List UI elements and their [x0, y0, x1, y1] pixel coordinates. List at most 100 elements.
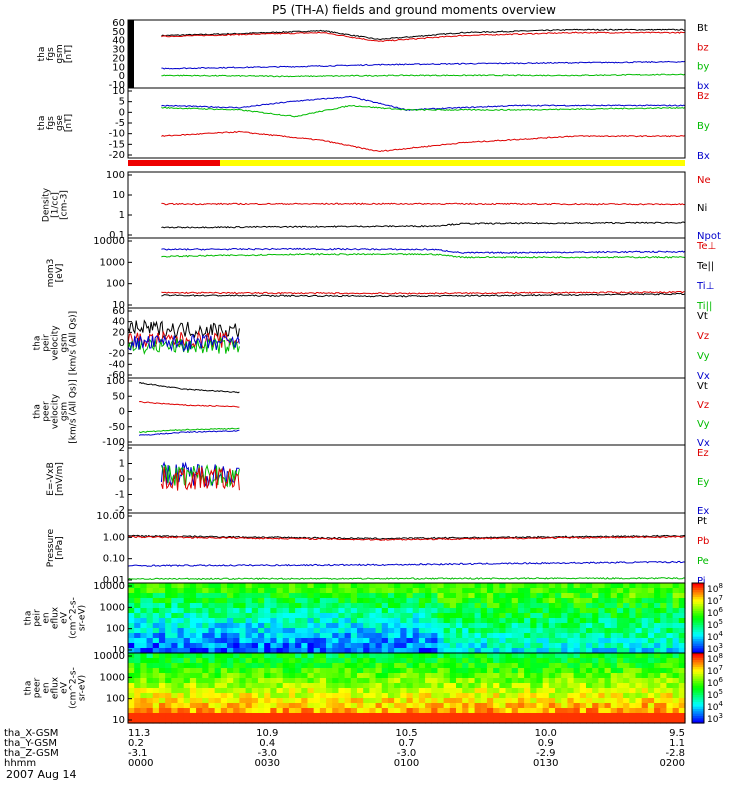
heatmap-cell [128, 638, 135, 644]
heatmap-cell [418, 628, 426, 634]
heatmap-cell [425, 703, 432, 709]
series-line-Vz [139, 400, 240, 408]
heatmap-cell [468, 668, 476, 674]
series-line-Pt [127, 534, 686, 540]
heatmap-cell [332, 593, 340, 599]
heatmap-cell [363, 658, 370, 664]
heatmap-cell [654, 673, 661, 679]
heatmap-cell [338, 618, 346, 624]
heatmap-cell [282, 648, 290, 654]
heatmap-cell [530, 703, 538, 709]
heatmap-cell [356, 698, 364, 704]
heatmap-cell [406, 688, 414, 694]
heatmap-cell [177, 688, 185, 694]
heatmap-cell [251, 658, 259, 664]
heatmap-cell [319, 613, 327, 619]
heatmap-cell [295, 708, 302, 714]
heatmap-cell [202, 598, 210, 604]
heatmap-cell [183, 593, 191, 599]
heatmap-cell [462, 713, 469, 719]
heatmap-cell [406, 603, 414, 609]
heatmap-cell [555, 668, 562, 674]
heatmap-cell [400, 653, 408, 659]
heatmap-cell [635, 598, 643, 604]
heatmap-cell [456, 598, 463, 604]
heatmap-cell [493, 683, 500, 689]
heatmap-cell [189, 593, 197, 599]
heatmap-cell [319, 608, 327, 614]
colorbar-segment [692, 669, 704, 673]
heatmap-cell [332, 653, 340, 659]
heatmap-cell [214, 703, 222, 709]
heatmap-cell [579, 708, 587, 714]
heatmap-cell [561, 598, 569, 604]
heatmap-cell [468, 633, 476, 639]
heatmap-cell [264, 628, 271, 634]
heatmap-cell [301, 648, 309, 654]
heatmap-cell [616, 703, 624, 709]
heatmap-cell [449, 633, 457, 639]
heatmap-cell [672, 698, 680, 704]
heatmap-cell [579, 608, 587, 614]
heatmap-cell [183, 623, 191, 629]
heatmap-cell [480, 638, 488, 644]
heatmap-cell [456, 683, 463, 689]
heatmap-cell [177, 673, 185, 679]
colorbar-label: 103 [707, 642, 723, 655]
heatmap-cell [165, 628, 172, 634]
heatmap-cell [567, 678, 575, 684]
heatmap-cell [480, 643, 488, 649]
heatmap-cell [437, 698, 445, 704]
heatmap-cell [128, 673, 135, 679]
heatmap-cell [493, 588, 500, 594]
heatmap-cell [425, 663, 432, 669]
heatmap-cell [412, 638, 420, 644]
heatmap-cell [171, 708, 179, 714]
heatmap-cell [517, 588, 525, 594]
heatmap-cell [239, 678, 247, 684]
y-axis-label-line: [nT] [64, 114, 74, 132]
heatmap-cell [326, 608, 333, 614]
heatmap-cell [282, 633, 290, 639]
heatmap-cell [542, 608, 550, 614]
heatmap-cell [356, 658, 364, 664]
heatmap-cell [239, 618, 247, 624]
heatmap-cell [517, 718, 525, 724]
heatmap-cell [319, 643, 327, 649]
heatmap-cell [598, 628, 606, 634]
heatmap-cell [251, 693, 259, 699]
heatmap-cell [227, 653, 234, 659]
heatmap-cell [666, 708, 674, 714]
heatmap-cell [344, 648, 352, 654]
heatmap-cell [592, 613, 599, 619]
heatmap-cell [474, 623, 482, 629]
heatmap-cell [326, 613, 333, 619]
heatmap-cell [158, 588, 166, 594]
heatmap-cell [499, 598, 507, 604]
heatmap-cell [202, 608, 210, 614]
heatmap-cell [437, 653, 445, 659]
heatmap-cell [152, 628, 160, 634]
heatmap-cell [449, 703, 457, 709]
heatmap-cell [189, 678, 197, 684]
heatmap-cell [326, 668, 333, 674]
heatmap-cell [505, 698, 513, 704]
heatmap-cell [313, 718, 321, 724]
heatmap-cell [307, 618, 315, 624]
heatmap-cell [245, 638, 253, 644]
heatmap-cell [425, 583, 432, 589]
heatmap-cell [363, 713, 370, 719]
heatmap-cell [412, 608, 420, 614]
heatmap-cell [530, 648, 538, 654]
heatmap-cell [406, 613, 414, 619]
heatmap-cell [555, 683, 562, 689]
heatmap-cell [338, 613, 346, 619]
heatmap-cell [493, 628, 500, 634]
heatmap-cell [214, 693, 222, 699]
heatmap-cell [257, 653, 265, 659]
heatmap-cell [660, 683, 668, 689]
heatmap-cell [338, 668, 346, 674]
heatmap-cell [400, 693, 408, 699]
heatmap-cell [356, 583, 364, 589]
